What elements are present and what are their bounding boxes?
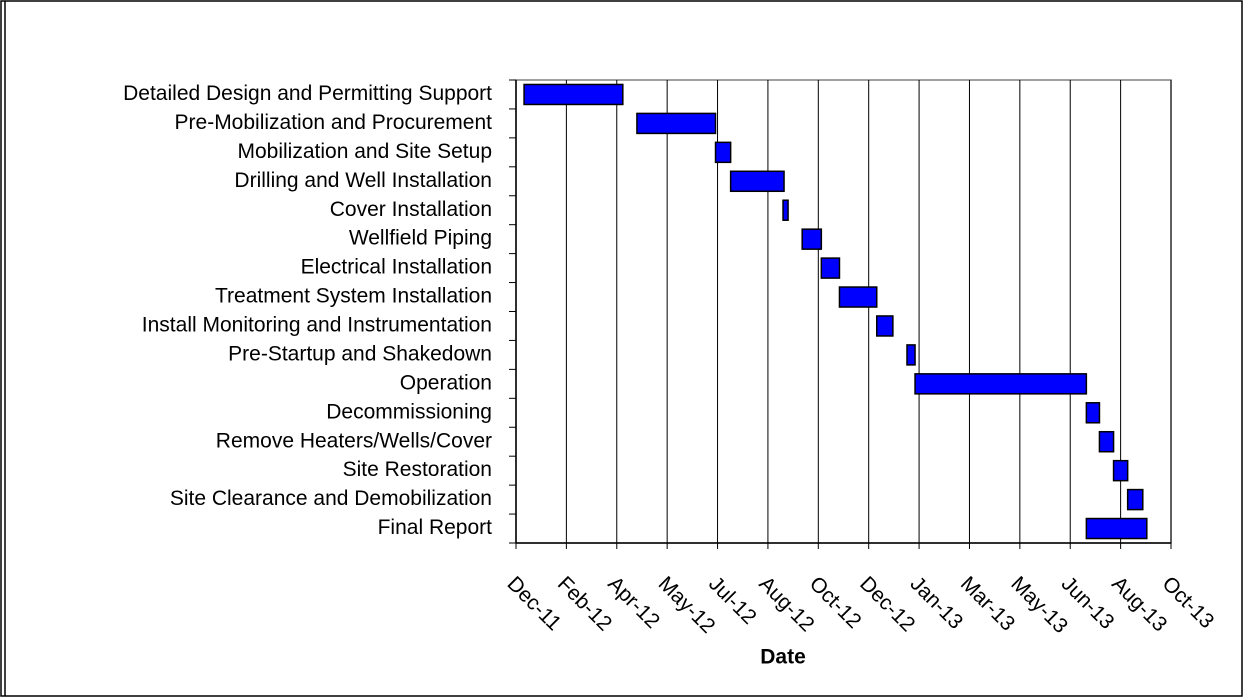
bar <box>523 83 624 106</box>
y-tick-label: Drilling and Well Installation <box>234 169 492 192</box>
bar <box>782 199 789 221</box>
y-tick-label: Remove Heaters/Wells/Cover <box>216 429 492 452</box>
y-tick-label: Site Restoration <box>343 458 492 481</box>
x-tick-label: Jan-13 <box>906 572 968 634</box>
x-tick-label: Apr-12 <box>603 572 664 633</box>
bar <box>729 170 785 193</box>
bar <box>906 344 916 366</box>
y-tick-label: Detailed Design and Permitting Support <box>123 82 492 105</box>
bar <box>876 315 894 337</box>
y-tick-label: Wellfield Piping <box>349 227 492 250</box>
x-tick-label: Dec-11 <box>503 572 566 635</box>
bar <box>1098 430 1115 453</box>
bar <box>636 112 717 135</box>
bar <box>1112 459 1129 482</box>
x-tick-label: Dec-12 <box>855 572 919 636</box>
y-tick-label: Pre-Mobilization and Procurement <box>175 111 493 134</box>
bar <box>1126 488 1144 511</box>
bar <box>1085 517 1148 540</box>
x-tick-label: Feb-12 <box>553 572 616 635</box>
x-tick-label: Aug-12 <box>754 572 818 636</box>
bar <box>820 257 841 279</box>
y-tick-label: Decommissioning <box>326 400 492 423</box>
bar <box>714 141 732 164</box>
bar <box>838 286 878 308</box>
y-tick-label: Electrical Installation <box>301 256 492 279</box>
bar <box>914 373 1088 395</box>
y-tick-label: Treatment System Installation <box>215 285 492 308</box>
x-axis-title: Date <box>760 646 806 669</box>
y-tick-label: Install Monitoring and Instrumentation <box>142 314 492 337</box>
x-tick-label: Mar-13 <box>956 572 1019 635</box>
y-tick-label: Mobilization and Site Setup <box>238 140 493 163</box>
bar <box>1085 402 1101 424</box>
y-tick-label: Cover Installation <box>330 198 492 221</box>
bar <box>801 228 823 250</box>
y-tick-label: Operation <box>400 371 492 394</box>
plot-area <box>515 79 1172 544</box>
y-tick-label: Pre-Startup and Shakedown <box>228 342 492 365</box>
x-tick-label: Aug-13 <box>1107 572 1171 636</box>
y-tick-label: Final Report <box>378 516 493 539</box>
y-tick-label: Site Clearance and Demobilization <box>170 487 492 510</box>
